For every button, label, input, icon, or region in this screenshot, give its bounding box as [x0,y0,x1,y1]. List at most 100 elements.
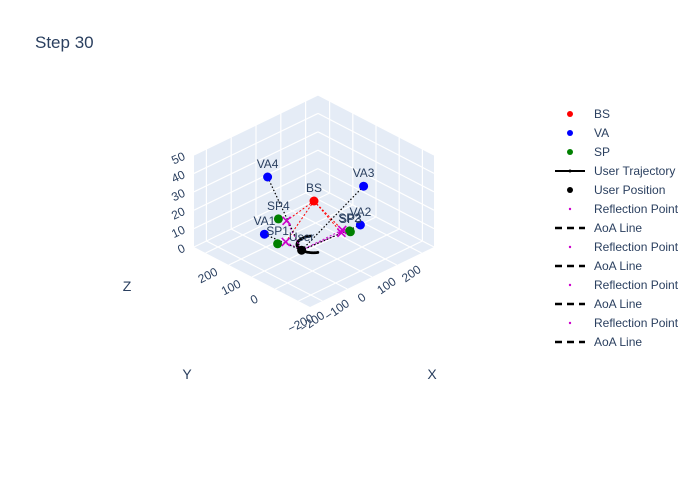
user-marker [297,245,307,255]
grid-line-z [317,94,435,156]
point-label: SP3 [339,212,362,226]
reflection-point-marker [281,237,291,247]
sp-marker [273,239,283,249]
bs-path-line [286,200,315,222]
legend-label: AoA Line [594,296,643,311]
grid-line-z [193,168,319,230]
x-tick-label: 200 [196,265,220,287]
legend-swatch-icon [555,264,585,268]
legend-label: Reflection Point [594,239,679,254]
chart-title: Step 30 [35,33,94,52]
point-label: SP2 [338,211,361,225]
legend-item[interactable]: Reflection Point [550,313,678,332]
legend-swatch-icon [555,302,585,306]
legend-swatch-icon [567,149,573,155]
reflection-point-marker [337,225,347,235]
sp-marker [345,227,355,237]
va-marker [259,229,269,239]
point-label: VA3 [353,166,375,180]
reflection-point-marker [336,228,347,238]
y-tick-label: 200 [399,262,424,285]
legend-swatch-icon [567,187,573,193]
point-label: SP1 [266,224,289,238]
legend-label: Reflection Point [594,315,679,330]
aoa-line [267,176,303,251]
reflection-path-line [286,220,303,251]
grid-line-z [193,131,319,193]
z-tick-label: 40 [169,167,187,185]
legend-item[interactable]: AoA Line [550,256,678,275]
aoa-line [301,185,365,251]
trajectory-point [308,234,312,238]
bs-path-line [285,200,315,243]
legend-label: Reflection Point [594,277,679,292]
legend: BS VA SP User Trajectory User Position Reflec… [550,104,678,351]
reflection-path-line [285,241,302,251]
va-marker [355,220,365,230]
legend-label: AoA Line [594,334,643,349]
grid-line-y [230,228,348,290]
y-tick-label: 0 [355,290,369,305]
legend-swatch-icon [568,283,572,287]
y-tick-label: 100 [374,274,399,297]
legend-swatch-icon [568,321,572,325]
legend-item[interactable]: BS [550,104,678,123]
grid-line-z [193,112,319,174]
legend-label: AoA Line [594,258,643,273]
legend-label: AoA Line [594,220,643,235]
legend-item[interactable]: AoA Line [550,294,678,313]
va-marker [359,181,369,191]
axis-titles: X Y Z [123,278,438,382]
legend-item[interactable]: AoA Line [550,218,678,237]
grid-line-z [317,112,435,174]
legend-item[interactable]: Reflection Point [550,275,678,294]
z-tick-label: 10 [169,222,187,240]
legend-swatch-icon [568,207,572,211]
legend-item[interactable]: User Position [550,180,678,199]
point-label: User [289,230,314,244]
grid-line-z [193,149,319,211]
point-label: VA1 [254,214,276,228]
bs-path-line [313,200,343,231]
legend-item[interactable]: Reflection Point [550,237,678,256]
x-tick-label: 0 [248,292,261,308]
legend-item[interactable]: VA [550,123,678,142]
y-axis-title: Y [182,366,192,382]
x-tick-label: 100 [219,277,243,299]
x-axis-title: X [427,366,437,382]
z-tick-label: 50 [169,149,187,167]
legend-item[interactable]: SP [550,142,678,161]
z-tick-label: 20 [169,204,187,222]
grid-line-z [317,168,435,230]
legend-item[interactable]: Reflection Point [550,199,678,218]
legend-swatch-icon [568,245,572,249]
z-tick-label: 0 [175,241,187,257]
sp-marker [273,214,283,224]
legend-swatch-icon [567,130,573,136]
z-tick-label: 30 [169,186,187,204]
legend-label: SP [594,144,611,159]
legend-label: Reflection Point [594,201,679,216]
legend-item[interactable]: AoA Line [550,332,678,351]
grid-line-y [206,240,323,302]
grid-line-z [193,186,319,248]
grid-line-z [317,149,435,211]
grid-line-z [193,94,319,156]
scene-markers [259,172,369,255]
legend-label: BS [594,106,611,121]
point-label: VA4 [257,157,279,171]
legend-label: User Position [594,182,666,197]
reflection-point-marker [281,216,292,226]
grid-line-y [255,216,373,278]
legend-item[interactable]: User Trajectory [550,161,678,180]
va-marker [263,172,273,182]
grid-line-z [317,186,435,248]
bs-marker [309,196,319,206]
grid-line-z [317,131,435,193]
legend-swatch-icon [555,169,585,173]
legend-swatch-icon [567,111,573,117]
legend-label: User Trajectory [594,163,676,178]
legend-swatch-icon [555,226,585,230]
